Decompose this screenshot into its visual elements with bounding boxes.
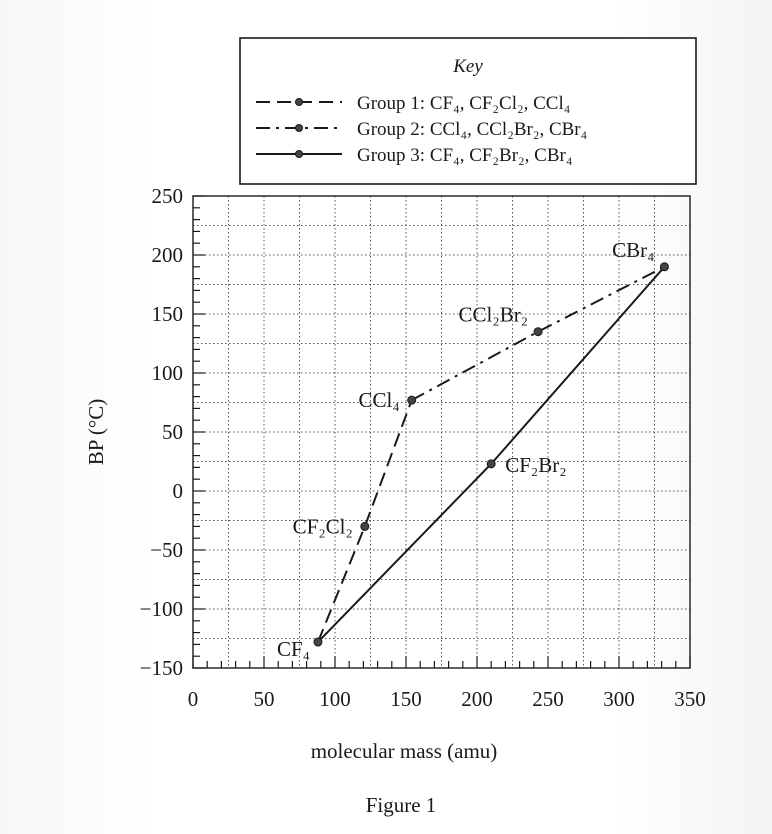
y-tick-label: −100 [140,597,183,621]
legend-title: Key [452,56,483,77]
legend-label: Group 2: CCl₄, CCl₂Br₂, CBr₄ [357,119,587,140]
x-tick-label: 350 [674,687,706,711]
series-line-group-2 [411,265,665,402]
data-point [533,327,543,337]
legend-label: Group 3: CF₄, CF₂Br₂, CBr₄ [357,145,572,166]
point-label: CCl₄ [359,388,400,412]
y-tick-label: −150 [140,656,183,680]
point-label: CCl₂Br₂ [459,303,529,327]
figure-caption: Figure 1 [366,793,437,817]
data-point [313,637,323,647]
minor-ticks [192,195,691,669]
point-labels: CBr₄ CCl₂Br₂ CCl₄ CF₂Br₂ CF₂Cl₂ CF₄ [277,238,654,661]
x-tick-label: 200 [461,687,493,711]
legend-marker [295,150,303,158]
y-tick-label: −50 [150,538,183,562]
x-tick-label: 300 [603,687,635,711]
legend-box [239,37,697,185]
y-tick-label: 0 [173,479,184,503]
point-label: CBr₄ [612,238,654,262]
y-tick-label: 50 [162,420,183,444]
data-points [313,262,669,647]
x-tick-label: 250 [532,687,564,711]
grid [193,196,690,668]
point-label: CF₂Cl₂ [293,514,353,538]
y-axis-ticks: −150 −100 −50 0 50 100 150 200 250 [140,184,183,680]
legend-label: Group 1: CF₄, CF₂Cl₂, CCl₄ [357,93,570,114]
y-tick-label: 150 [152,302,184,326]
data-point [486,459,496,469]
y-tick-label: 100 [152,361,184,385]
legend-marker [295,124,303,132]
legend: Key Group 1: CF₄, CF₂Cl₂, CCl₄ Group 2: C… [239,37,697,185]
point-label: CF₄ [277,637,310,661]
y-axis-title: BP (°C) [84,399,108,466]
point-label: CF₂Br₂ [505,453,566,477]
data-point [360,521,370,531]
series-line-group-1 [317,399,413,643]
data-point [407,395,417,405]
y-tick-label: 200 [152,243,184,267]
x-tick-label: 0 [188,687,199,711]
x-tick-label: 50 [254,687,275,711]
x-axis-title: molecular mass (amu) [311,739,498,763]
y-tick-label: 250 [152,184,184,208]
data-point [659,262,669,272]
legend-marker [295,98,303,106]
x-axis-ticks: 0 50 100 150 200 250 300 350 [188,687,706,711]
x-tick-label: 100 [319,687,351,711]
x-tick-label: 150 [390,687,422,711]
